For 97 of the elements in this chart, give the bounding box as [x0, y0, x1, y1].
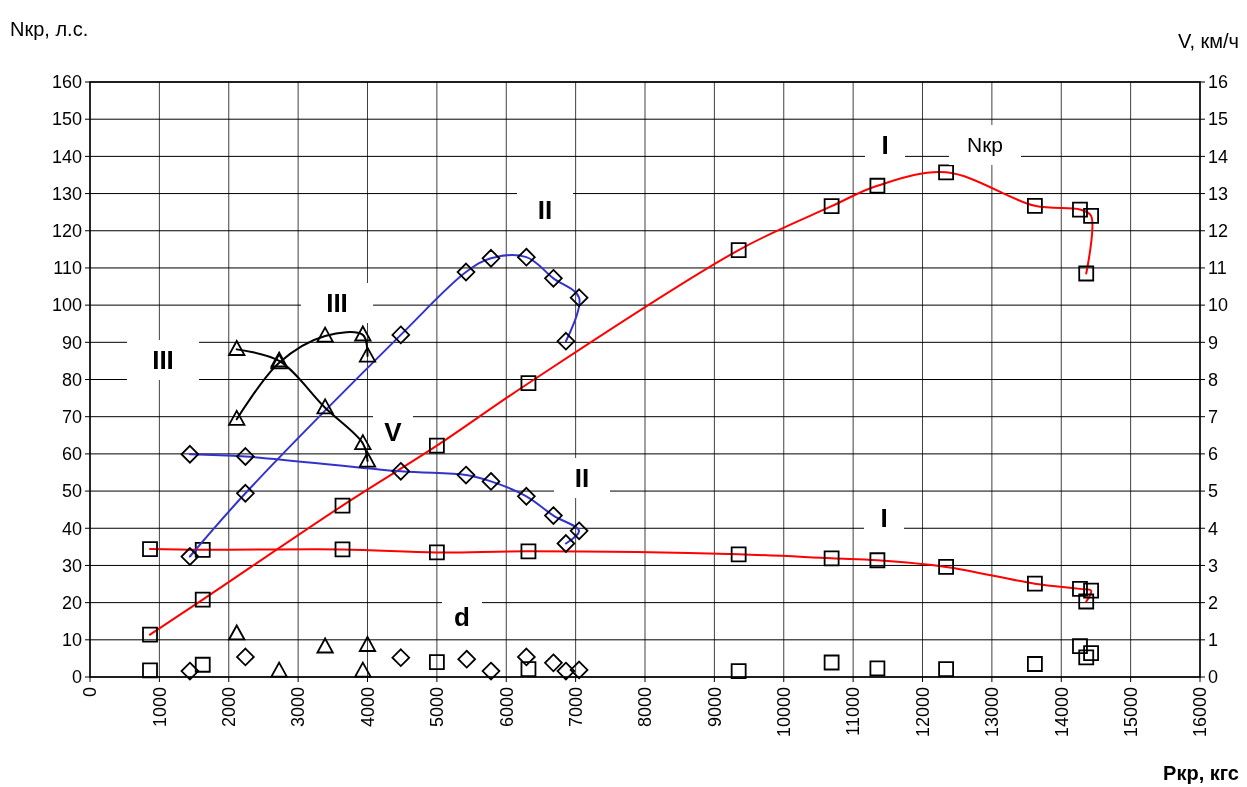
point: [236, 647, 255, 667]
point: [358, 451, 377, 468]
point: [517, 647, 536, 667]
x-tick-label: 13000: [982, 687, 1003, 738]
x-tick-label: 9000: [704, 687, 725, 728]
annotation: III: [152, 345, 174, 376]
point: [354, 325, 372, 342]
y-tick-label: 130: [51, 183, 82, 204]
y2-tick-label: 11: [1208, 258, 1227, 279]
annotation: Nкр: [966, 133, 1004, 157]
x-tick-label: 4000: [357, 687, 378, 728]
point: [270, 661, 288, 678]
x-tick-label: 16000: [1190, 687, 1211, 738]
point: [354, 661, 372, 678]
point: [457, 649, 477, 669]
y-tick-label: 50: [61, 481, 82, 502]
point: [1078, 649, 1095, 666]
annotation: III: [326, 288, 348, 319]
point: [823, 654, 840, 671]
y2-tick-label: 8: [1208, 369, 1219, 390]
x-tick-label: 0: [80, 687, 101, 698]
point: [1083, 645, 1099, 662]
point: [569, 660, 589, 680]
y-tick-label: 100: [51, 295, 82, 316]
point: [481, 661, 501, 681]
point: [316, 637, 334, 654]
y-tick-label: 90: [61, 332, 82, 353]
y2-tick-label: 12: [1208, 221, 1229, 242]
y-tick-label: 60: [61, 444, 82, 465]
y2-tick-label: 14: [1208, 146, 1229, 167]
y-tick-label: 20: [61, 592, 82, 613]
point: [1026, 656, 1043, 672]
point: [358, 636, 377, 652]
annotation: V: [384, 417, 403, 448]
annotation: d: [454, 602, 470, 633]
y-tick-label: 30: [61, 555, 82, 576]
y2-tick-label: 1: [1208, 630, 1219, 651]
y-tick-label: 80: [61, 369, 82, 390]
y2-tick-label: 7: [1208, 406, 1219, 427]
point: [730, 663, 747, 679]
point: [428, 654, 445, 671]
x-tick-label: 6000: [496, 687, 517, 728]
point: [228, 340, 246, 356]
y-tick-label: 110: [53, 258, 82, 279]
annotation: I: [880, 503, 888, 534]
point: [354, 434, 372, 450]
y-tick-label: 120: [51, 221, 82, 242]
point: [180, 661, 200, 681]
y2-tick-label: 5: [1208, 481, 1219, 502]
point: [544, 653, 563, 673]
x-tick-label: 11000: [843, 687, 864, 736]
point: [194, 656, 211, 673]
annotation: II: [574, 463, 590, 494]
y-tick-label: 10: [61, 630, 82, 651]
point: [316, 398, 334, 415]
y2-tick-label: 6: [1208, 444, 1219, 465]
y2-tick-label: 13: [1208, 183, 1229, 204]
point: [391, 648, 411, 667]
y2-tick-label: 4: [1208, 518, 1219, 539]
y-tick-label: 150: [51, 109, 82, 130]
point: [142, 662, 158, 679]
x-tick-label: 14000: [1051, 687, 1072, 738]
point: [520, 661, 537, 678]
point: [869, 660, 886, 677]
point: [556, 661, 576, 681]
x-tick-label: 1000: [149, 687, 170, 728]
y2-tick-label: 2: [1208, 592, 1219, 613]
y2-axis-title: V, км/ч: [1177, 30, 1239, 52]
y-tick-label: 0: [71, 667, 82, 688]
point: [938, 661, 954, 678]
y-tick-label: 40: [61, 518, 82, 539]
y2-tick-label: 15: [1208, 109, 1229, 130]
x-tick-label: 7000: [565, 687, 586, 728]
y-tick-label: 140: [51, 146, 82, 167]
y2-tick-label: 9: [1208, 332, 1219, 353]
x-tick-label: 2000: [219, 687, 240, 728]
y-axis-title: Nкр, л.с.: [10, 18, 89, 40]
y2-tick-label: 10: [1208, 295, 1229, 316]
y2-tick-label: 16: [1208, 72, 1229, 93]
x-axis-title: Ркр, кгс: [1163, 762, 1239, 784]
point: [228, 624, 246, 641]
x-tick-label: 3000: [288, 687, 309, 728]
x-tick-label: 10000: [774, 687, 795, 738]
point: [228, 409, 246, 426]
x-tick-label: 15000: [1120, 687, 1141, 738]
x-tick-label: 12000: [912, 687, 933, 738]
point: [1072, 638, 1088, 655]
annotation: II: [537, 195, 553, 226]
y2-tick-label: 3: [1208, 555, 1219, 576]
y-tick-label: 160: [51, 72, 82, 93]
point: [316, 326, 334, 343]
x-tick-label: 5000: [427, 687, 448, 728]
y2-tick-label: 0: [1208, 667, 1219, 688]
x-tick-label: 8000: [635, 687, 656, 728]
point: [358, 346, 377, 363]
annotation: I: [881, 130, 889, 161]
y-tick-label: 70: [61, 406, 82, 427]
